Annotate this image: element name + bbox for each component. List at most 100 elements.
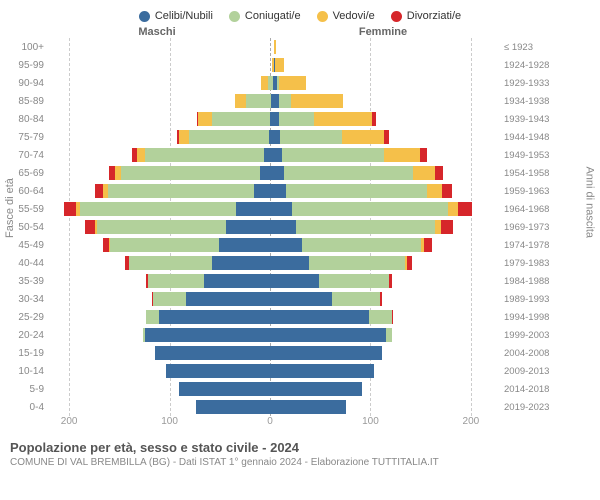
bar-segment [148,274,203,288]
age-label: 65-69 [0,168,48,179]
bar-male [48,274,274,288]
pyramid-row: 100+≤ 1923 [0,38,600,56]
bar-segment [110,238,218,252]
bar-segment [286,184,427,198]
age-label: 90-94 [0,78,48,89]
bar-segment [274,238,302,252]
bar-male [48,58,274,72]
pyramid-row: 30-341989-1993 [0,290,600,308]
birth-year-label: 1964-1968 [500,204,556,215]
age-label: 80-84 [0,114,48,125]
pyramid-row: 5-92014-2018 [0,380,600,398]
pyramid-row: 45-491974-1978 [0,236,600,254]
pyramid-row: 85-89 1934-1938 [0,92,600,110]
bar-female [274,40,500,54]
legend: Celibi/NubiliConiugati/eVedovi/eDivorzia… [0,0,600,26]
birth-year-label: 2009-2013 [500,366,556,377]
birth-year-label: 1929-1933 [500,78,556,89]
bar-segment [145,148,264,162]
age-label: 5-9 [0,384,48,395]
bar-male [48,292,274,306]
pyramid-row: 40-441979-1983 [0,254,600,272]
bar-segment [435,166,443,180]
age-label: 10-14 [0,366,48,377]
bar-segment [85,220,95,234]
bar-female [274,400,500,414]
bar-segment [274,40,276,54]
age-label: 0-4 [0,402,48,413]
bar-segment [384,130,389,144]
age-label: 70-74 [0,150,48,161]
legend-item: Divorziati/e [391,10,461,22]
bar-male [48,310,274,324]
bar-segment [442,184,452,198]
age-label: 20-24 [0,330,48,341]
legend-item: Coniugati/e [229,10,301,22]
bar-segment [95,184,103,198]
birth-year-label: 1954-1958 [500,168,556,179]
age-label: 85-89 [0,96,48,107]
birth-year-label: 1979-1983 [500,258,556,269]
bar-segment [292,202,448,216]
bar-segment [64,202,76,216]
age-label: 60-64 [0,186,48,197]
bar-segment [212,256,274,270]
x-tick: 0 [267,416,273,427]
bar-male [48,382,274,396]
bar-female [274,238,500,252]
pyramid-row: 75-79 1944-1948 [0,128,600,146]
bar-segment [275,58,284,72]
bar-segment [121,166,260,180]
bar-female [274,310,500,324]
bar-segment [274,202,292,216]
bar-segment [108,184,254,198]
birth-year-label: 2019-2023 [500,402,556,413]
bar-male [48,130,274,144]
bar-segment [314,112,372,126]
pyramid-row: 95-991924-1928 [0,56,600,74]
bar-female [274,166,500,180]
bar-segment [260,166,274,180]
bar-segment [261,76,268,90]
bar-segment [274,292,332,306]
bar-segment [153,292,185,306]
bar-segment [279,76,306,90]
age-label: 95-99 [0,60,48,71]
bar-segment [280,130,342,144]
x-tick: 200 [463,416,480,427]
pyramid-row: 70-74 1949-1953 [0,146,600,164]
pyramid-row: 65-69 1954-1958 [0,164,600,182]
bar-segment [441,220,453,234]
bar-male [48,238,274,252]
legend-swatch [229,11,240,22]
bar-male [48,346,274,360]
age-label: 75-79 [0,132,48,143]
age-label: 100+ [0,42,48,53]
bar-segment [212,112,270,126]
x-axis: 2001000100200 [0,416,600,434]
bar-female [274,76,500,90]
birth-year-label: 1944-1948 [500,132,556,143]
birth-year-label: 1934-1938 [500,96,556,107]
bar-segment [279,94,291,108]
bar-segment [309,256,404,270]
bar-segment [159,310,275,324]
bar-segment [274,382,362,396]
header-female: Femmine [270,26,496,38]
bar-female [274,382,500,396]
bar-segment [274,148,282,162]
bar-female [274,112,500,126]
x-tick: 200 [61,416,78,427]
bar-segment [254,184,274,198]
bar-female [274,292,500,306]
birth-year-label: 1984-1988 [500,276,556,287]
birth-year-label: 1949-1953 [500,150,556,161]
bar-male [48,76,274,90]
legend-item: Celibi/Nubili [139,10,213,22]
x-tick: 100 [161,416,178,427]
pyramid-row: 35-391984-1988 [0,272,600,290]
bar-segment [386,328,391,342]
bar-segment [392,310,393,324]
pyramid-row: 55-591964-1968 [0,200,600,218]
bar-male [48,166,274,180]
